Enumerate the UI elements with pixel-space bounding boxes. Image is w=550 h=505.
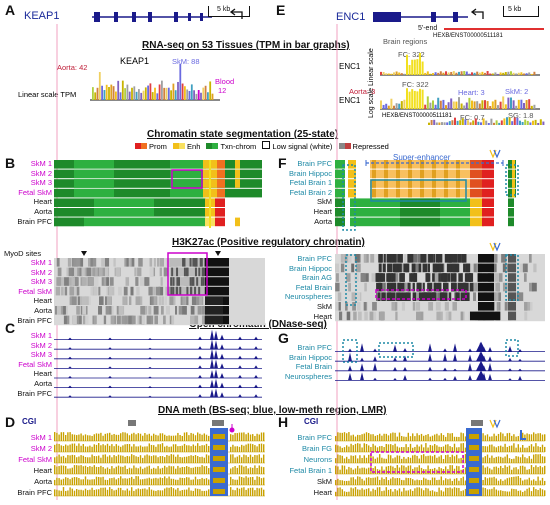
labels-c: SkM 1 SkM 2 SkM 3 Fetal SkM Heart Aorta Brain …: [17, 331, 52, 398]
gene-name-enc1: ENC1: [336, 11, 366, 23]
rna-right-brain-regions: Brain regions: [383, 37, 428, 46]
panel-letter-e: E: [276, 2, 286, 18]
rna-right-heart: Heart: 3: [458, 88, 485, 97]
transcript-label-bottom: HEXB/ENST00000511181: [382, 113, 452, 119]
rna-right-small-bars: [428, 117, 545, 125]
labels-f: Brain PFC Brain Hippoc Fetal Brain 1 Fetal …: [289, 159, 332, 226]
chromatin-legend: Prom Enh Txn-chrom Low signal (white) Re…: [135, 141, 389, 153]
panel-letter-b: B: [5, 155, 16, 171]
panel-letter-d: D: [5, 414, 16, 430]
gene-model-enc1: [373, 8, 484, 22]
labels-g: Brain PFC Brain Hippoc Fetal Brain Neurosph…: [284, 343, 332, 381]
gene-model-keap1: [92, 8, 243, 22]
cgi-label-right: CGI: [304, 417, 319, 426]
super-enhancer-label: Super-enhancer: [393, 153, 451, 162]
cgi-label-left: CGI: [22, 417, 37, 426]
rna-left-aorta: Aorta: 42: [57, 63, 88, 72]
labels-f-h3k27ac: Brain PFC Brain Hippoc Brain AG Fetal Brain…: [284, 254, 332, 321]
rna-left-blood-value: 12: [218, 86, 227, 95]
transcript-label-top: HEXB/ENST00000511181: [433, 33, 503, 39]
labels-b: SkM 1 SkM 2 SkM 3 Fetal SkM Heart Aorta Brain …: [17, 159, 52, 226]
gene-name-keap1: KEAP1: [24, 10, 60, 22]
rna-right-skm: SkM: 2: [505, 87, 529, 96]
five-end-track: [444, 28, 544, 30]
rna-right-log-bars: [380, 88, 540, 110]
labels-b-h3k27ac: SkM 1 SkM 2 SkM 3 Fetal SkM Heart Aorta Brain …: [17, 258, 52, 325]
rna-left-skm: SkM: 88: [172, 57, 200, 66]
labels-d: SkM 1 SkM 2 Fetal SkM Heart Aorta Brain PFC: [17, 433, 52, 497]
rna-right-gene-log: ENC1: [339, 96, 361, 105]
five-end-label: 5'-end: [418, 25, 438, 32]
scale-bar-right-label: 5 kb: [508, 6, 522, 13]
rna-left-bars: [90, 64, 220, 101]
rna-right-fc2: FC: 322: [402, 80, 429, 89]
panel-letter-h: H: [278, 414, 289, 430]
rna-right-fc1: FC: 322: [398, 50, 425, 59]
title-h3k27ac: H3K27ac (Positive regulatory chromatin): [172, 237, 365, 248]
panel-letter-c: C: [5, 320, 16, 336]
scale-bar-left: [208, 6, 250, 17]
panel-letter-f: F: [278, 155, 287, 171]
scale-bar-left-label: 5 kb: [217, 6, 231, 13]
title-chromatin: Chromatin state segmentation (25-state): [147, 129, 339, 140]
myod-label: MyoD sites: [4, 249, 42, 258]
rna-right-fc3: FC: 0.7: [460, 113, 485, 122]
title-rnaseq: RNA-seq on 53 Tissues (TPM in bar graphs…: [142, 40, 350, 51]
rna-right-gene-linear: ENC1: [339, 62, 361, 71]
scale-bar-right: [503, 6, 539, 17]
rna-right-sg: SG: 1.8: [508, 111, 534, 120]
rna-left-gene: KEAP1: [120, 56, 150, 66]
rna-right-linear-bars: [380, 52, 540, 76]
labels-h: Brain PFC Brain FG Neurons Fetal Brain 1 SkM…: [289, 433, 332, 497]
title-dnameth: DNA meth (BS-seq; blue, low-meth region,…: [158, 405, 387, 416]
rna-right-aorta: Aorta: 3: [349, 87, 376, 96]
rna-left-ylabel: Linear scale TPM: [18, 90, 77, 99]
panel-letter-a: A: [5, 2, 16, 18]
rna-left-blood: Blood: [215, 77, 235, 86]
panel-letter-g: G: [278, 330, 289, 346]
